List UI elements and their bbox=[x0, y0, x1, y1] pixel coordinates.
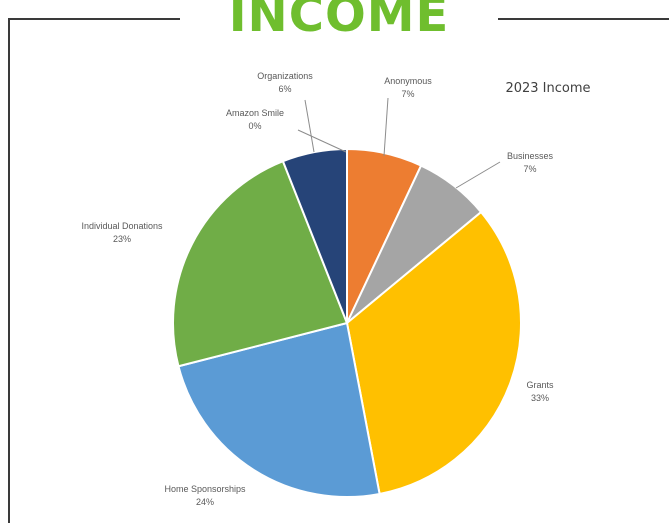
page-heading: INCOME bbox=[228, 0, 450, 43]
slice-percent-label-anonymous: 7% bbox=[401, 89, 414, 99]
chart-title: 2023 Income bbox=[505, 81, 590, 96]
slice-percent-label-home-sponsorships: 24% bbox=[196, 497, 214, 507]
slice-percent-label-individual-donations: 23% bbox=[113, 234, 131, 244]
slice-category-label-businesses: Businesses bbox=[507, 151, 554, 161]
pie-slice-individual-donations bbox=[172, 159, 349, 368]
slice-category-label-home-sponsorships: Home Sponsorships bbox=[164, 484, 246, 494]
slice-percent-label-organizations: 6% bbox=[278, 84, 291, 94]
slice-percent-label-grants: 33% bbox=[531, 393, 549, 403]
slice-category-label-individual-donations: Individual Donations bbox=[81, 221, 163, 231]
leader-line-organizations bbox=[304, 99, 315, 153]
slice-category-label-organizations: Organizations bbox=[257, 71, 313, 81]
slice-category-label-amazon-smile: Amazon Smile bbox=[226, 108, 284, 118]
pie-slice-grants bbox=[345, 210, 522, 496]
pie-slice-home-sponsorships bbox=[177, 321, 381, 498]
slice-percent-label-amazon-smile: 0% bbox=[248, 121, 261, 131]
frame-left-line bbox=[8, 18, 10, 523]
frame-top-right-line bbox=[498, 18, 669, 20]
leader-line-businesses bbox=[455, 161, 501, 189]
leader-line-amazon-smile bbox=[297, 129, 347, 153]
slice-category-label-anonymous: Anonymous bbox=[384, 76, 432, 86]
slice-category-label-grants: Grants bbox=[526, 380, 554, 390]
slice-percent-label-businesses: 7% bbox=[523, 164, 536, 174]
leader-line-anonymous bbox=[383, 97, 389, 157]
frame-top-left-line bbox=[8, 18, 180, 20]
pie-slice-organizations bbox=[281, 147, 348, 324]
